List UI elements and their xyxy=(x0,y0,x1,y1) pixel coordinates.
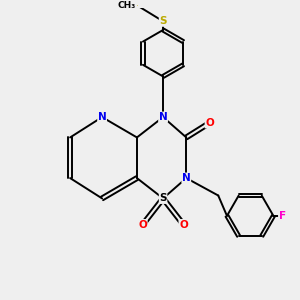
Text: O: O xyxy=(138,220,147,230)
Text: O: O xyxy=(179,220,188,230)
Text: N: N xyxy=(159,112,167,122)
Text: CH₃: CH₃ xyxy=(117,1,136,10)
Text: O: O xyxy=(205,118,214,128)
Text: F: F xyxy=(279,211,286,221)
Text: S: S xyxy=(136,5,137,6)
Text: S: S xyxy=(159,194,167,203)
Text: N: N xyxy=(182,173,191,183)
Text: S: S xyxy=(159,16,167,26)
Text: N: N xyxy=(98,112,106,122)
